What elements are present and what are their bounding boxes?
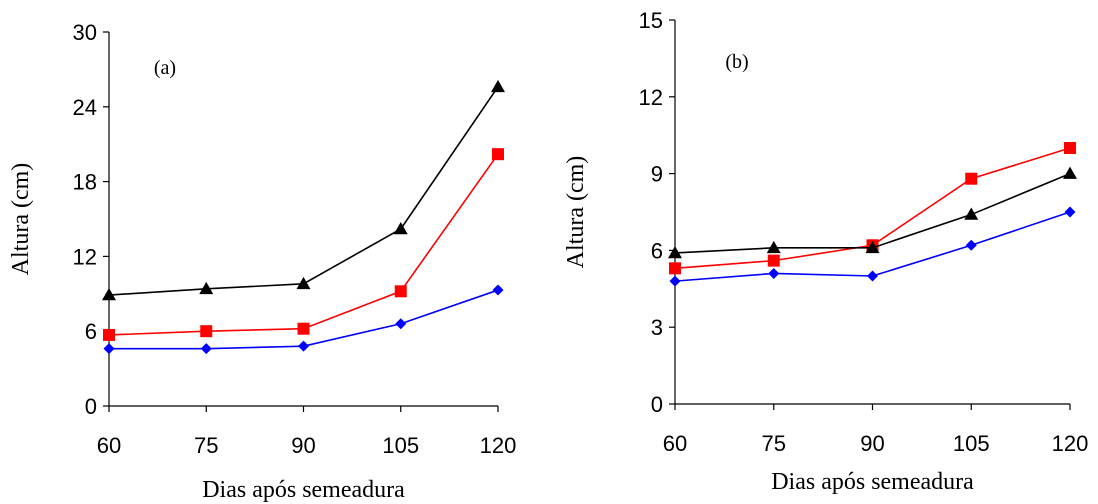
data-point-triangle	[964, 207, 979, 220]
series-line-square	[108, 153, 499, 336]
data-point-square	[200, 325, 213, 338]
data-point-diamond	[103, 343, 115, 355]
x-axis-label: Dias após semeadura	[771, 469, 974, 495]
data-point-square	[965, 172, 978, 185]
data-point-square	[394, 285, 407, 298]
data-point-triangle	[865, 240, 880, 254]
chart-panel-b: 0 3 6 9 12 15 60 75 90 105 120 Dias após semeadura A…	[563, 8, 1088, 495]
y-tick-label: 0	[651, 392, 663, 417]
data-point-square	[492, 148, 504, 161]
x-tick-label: 75	[762, 431, 786, 456]
x-tick-label: 120	[1052, 431, 1089, 456]
data-point-diamond	[768, 267, 780, 279]
data-point-triangle	[393, 221, 408, 235]
data-point-diamond	[965, 239, 977, 251]
y-tick-label: 6	[651, 238, 663, 263]
data-point-square	[1064, 142, 1076, 154]
y-tick-label: 6	[85, 319, 97, 344]
y-tick-label: 15	[639, 8, 663, 33]
x-tick-label: 90	[291, 433, 315, 458]
data-point-triangle	[766, 240, 781, 254]
x-tick-label: 90	[860, 431, 884, 456]
data-point-triangle	[1063, 166, 1077, 179]
series-line-triangle	[108, 86, 499, 296]
data-point-triangle	[102, 288, 116, 301]
data-point-diamond	[395, 318, 407, 330]
x-tick-label: 120	[480, 433, 517, 458]
data-point-diamond	[867, 270, 878, 282]
panel-label: (b)	[725, 51, 748, 73]
x-tick-label: 105	[382, 433, 419, 458]
x-tick-label: 75	[194, 433, 218, 458]
y-tick-label: 0	[85, 394, 97, 419]
data-point-diamond	[200, 343, 212, 355]
data-point-diamond	[669, 275, 681, 287]
x-tick-label: 60	[663, 431, 687, 456]
data-point-square	[767, 254, 780, 267]
data-point-diamond	[298, 340, 309, 352]
x-tick-label: 105	[953, 431, 990, 456]
x-axis-label: Dias após semeadura	[202, 477, 405, 503]
data-point-triangle	[491, 79, 505, 93]
data-point-triangle	[296, 276, 311, 290]
data-point-diamond	[1064, 206, 1076, 218]
data-point-square	[297, 322, 310, 335]
y-tick-label: 12	[73, 244, 97, 269]
x-tick-label: 60	[97, 433, 121, 458]
y-tick-label: 24	[73, 95, 97, 120]
data-point-triangle	[668, 245, 682, 259]
chart-panel-a: 0 6 12 18 24 30 60 75 90 105 120 Dias após semeadur…	[8, 20, 516, 503]
y-tick-label: 3	[651, 315, 663, 340]
series-line-diamond	[109, 289, 499, 350]
data-point-triangle	[199, 281, 214, 295]
data-point-diamond	[492, 284, 504, 296]
y-tick-label: 30	[73, 20, 97, 45]
data-point-square	[103, 328, 115, 341]
y-tick-label: 9	[651, 162, 663, 187]
data-point-square	[669, 262, 681, 275]
y-tick-label: 12	[639, 85, 663, 110]
y-tick-label: 18	[73, 170, 97, 195]
y-axis-label: Altura (cm)	[8, 163, 34, 276]
panel-label: (a)	[154, 57, 176, 79]
y-axis-label: Altura (cm)	[563, 156, 589, 269]
